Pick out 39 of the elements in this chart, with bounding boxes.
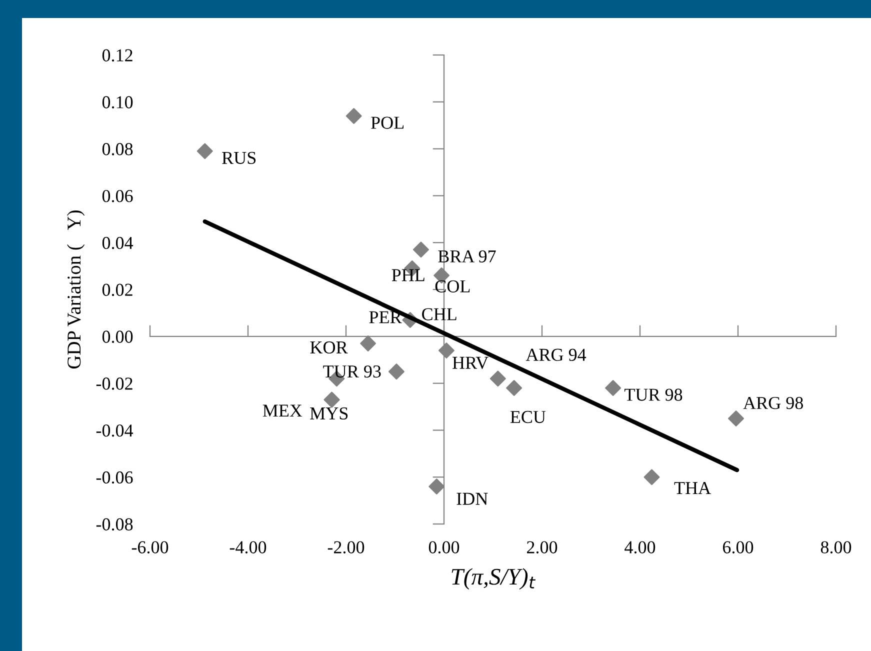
y-tick-label: 0.10 [102, 96, 133, 108]
x-tick-label: -6.00 [132, 541, 168, 554]
annotation: THA [674, 482, 711, 494]
y-tick-label: -0.08 [96, 518, 133, 531]
y-tick-label: -0.02 [96, 378, 132, 390]
annotation: POL [371, 116, 404, 129]
annotation: MEX [262, 404, 302, 417]
annotation: MYS [310, 407, 348, 420]
x-axis-title: T(π,S/Y)$_{t}$ [452, 568, 536, 590]
x-tick-label: -2.00 [328, 541, 364, 554]
x-tick-label: 0.00 [428, 541, 460, 554]
annotation: ARG 94 [526, 348, 586, 361]
annotation: TUR 93 [323, 365, 381, 378]
annotation: ARG 98 [743, 396, 803, 410]
annotation: PHL [392, 269, 424, 282]
x-tick-label: 8.00 [820, 541, 852, 554]
y-tick-label: 0.00 [102, 330, 133, 343]
x-tick-label: 4.00 [624, 541, 656, 554]
annotation: HRV [452, 356, 488, 369]
annotation: KOR [310, 341, 348, 354]
annotation: RUS [222, 152, 256, 164]
y-tick-label: -0.04 [96, 424, 134, 437]
x-tick-label: -4.00 [230, 541, 266, 554]
annotation: TUR 98 [624, 388, 682, 401]
y-tick-label: 0.02 [102, 284, 132, 296]
y-tick-label: -0.06 [96, 471, 133, 484]
y-tick-label: 0.04 [102, 236, 134, 250]
annotation: CHL [422, 308, 456, 320]
annotation: PER [369, 311, 402, 324]
y-tick-label: 0.06 [102, 190, 133, 202]
annotation: BRA 97 [438, 250, 496, 262]
y-axis-title: GDP Variation ( Y) [66, 210, 85, 369]
y-tick-label: 0.08 [102, 143, 133, 156]
x-tick-label: 2.00 [526, 541, 558, 554]
annotation: COL [435, 280, 470, 292]
y-tick-label: 0.12 [102, 49, 132, 62]
annotation: ECU [510, 410, 546, 424]
x-tick-label: 6.00 [722, 541, 754, 554]
annotation: IDN [456, 492, 488, 505]
